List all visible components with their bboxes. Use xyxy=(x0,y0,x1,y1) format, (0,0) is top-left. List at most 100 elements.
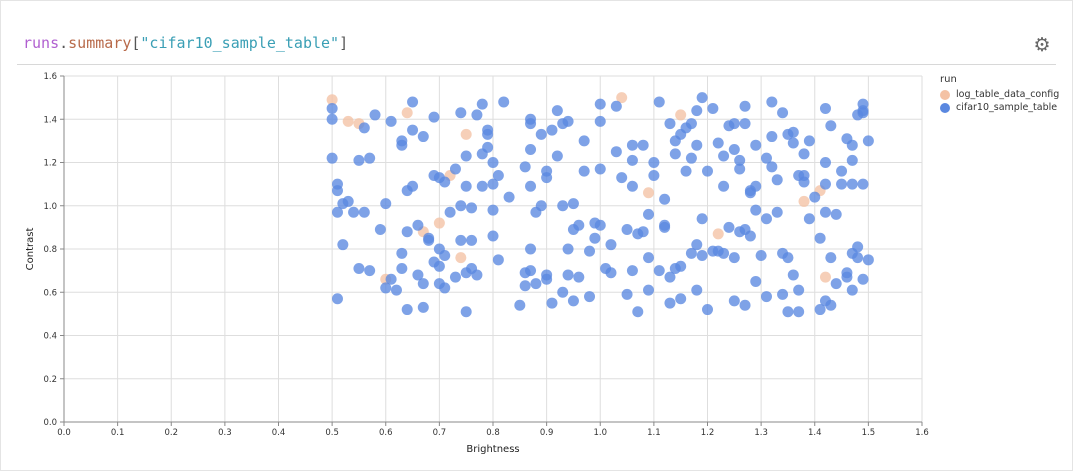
data-point xyxy=(551,105,563,117)
data-point xyxy=(814,304,826,316)
data-point xyxy=(407,180,419,192)
data-point xyxy=(401,226,413,238)
y-tick-label: 0.2 xyxy=(43,375,57,385)
data-point xyxy=(610,100,622,112)
data-point xyxy=(862,254,874,266)
data-point xyxy=(487,157,499,168)
x-tick-label: 1.5 xyxy=(862,428,876,438)
data-point xyxy=(685,152,697,164)
y-axis-label: Contrast xyxy=(25,228,36,271)
data-point xyxy=(744,230,756,242)
data-point xyxy=(793,284,805,296)
y-tick-label: 1.0 xyxy=(43,202,57,212)
data-point xyxy=(380,198,392,210)
data-point xyxy=(643,252,655,264)
data-point xyxy=(691,105,703,117)
data-point xyxy=(777,107,789,119)
data-point xyxy=(819,178,831,190)
data-point xyxy=(390,284,402,296)
data-point xyxy=(584,245,596,257)
y-tick-label: 0.4 xyxy=(43,332,57,342)
data-point xyxy=(385,115,397,127)
data-point xyxy=(562,243,574,255)
legend: run log_table_data_config cifar10_sample… xyxy=(940,74,1059,114)
data-point xyxy=(734,154,746,166)
data-point xyxy=(728,252,740,264)
gear-icon[interactable]: ⚙ xyxy=(1033,34,1051,56)
data-point xyxy=(439,249,451,261)
data-point xyxy=(702,304,713,316)
data-point xyxy=(798,169,810,181)
data-point xyxy=(476,180,488,192)
data-point xyxy=(803,135,815,147)
x-tick-label: 0.3 xyxy=(218,428,232,438)
data-point xyxy=(825,299,837,311)
data-point xyxy=(846,284,858,296)
data-point xyxy=(712,137,724,149)
x-tick-label: 0.7 xyxy=(433,428,447,438)
data-point xyxy=(819,206,831,218)
data-point xyxy=(846,139,858,151)
legend-swatch xyxy=(940,89,950,100)
data-point xyxy=(691,139,703,151)
data-point xyxy=(712,228,724,240)
data-point xyxy=(364,265,376,277)
data-point xyxy=(358,206,370,218)
data-point xyxy=(428,111,440,123)
data-point xyxy=(487,230,499,242)
data-point xyxy=(702,165,713,177)
data-point xyxy=(766,96,778,108)
data-point xyxy=(541,273,553,285)
data-point xyxy=(637,226,649,238)
data-point xyxy=(675,293,687,305)
data-point xyxy=(846,154,858,166)
y-tick-label: 1.2 xyxy=(43,159,57,169)
data-point xyxy=(444,206,456,218)
data-point xyxy=(460,180,472,192)
data-point xyxy=(830,278,842,290)
data-point xyxy=(487,178,499,190)
data-point xyxy=(482,141,494,153)
legend-item-cifar10-sample-table[interactable]: cifar10_sample_table xyxy=(940,101,1059,114)
data-point xyxy=(551,150,563,162)
data-point xyxy=(846,178,858,190)
data-point xyxy=(525,118,537,130)
data-point xyxy=(621,288,633,300)
data-point xyxy=(460,150,472,162)
data-point xyxy=(433,260,445,272)
data-point xyxy=(449,271,461,283)
data-point xyxy=(471,109,483,121)
data-point xyxy=(626,265,638,277)
data-point xyxy=(739,299,751,311)
data-point xyxy=(374,224,386,236)
data-point xyxy=(648,157,660,168)
data-point xyxy=(546,124,558,136)
data-point xyxy=(819,157,831,168)
data-point xyxy=(567,295,579,307)
data-point xyxy=(766,161,778,173)
x-tick-label: 1.0 xyxy=(593,428,607,438)
y-tick-label: 0.0 xyxy=(43,418,57,428)
data-point xyxy=(396,262,408,274)
data-point xyxy=(492,254,504,266)
x-tick-label: 0.2 xyxy=(164,428,178,438)
data-point xyxy=(723,221,735,233)
data-point xyxy=(696,249,708,261)
legend-item-log-table-data-config[interactable]: log_table_data_config xyxy=(940,88,1059,101)
data-point xyxy=(331,206,343,218)
data-point xyxy=(793,306,805,318)
x-tick-label: 0.8 xyxy=(486,428,500,438)
y-tick-label: 1.6 xyxy=(43,72,57,82)
data-point xyxy=(852,241,864,253)
data-point xyxy=(525,265,537,277)
data-point xyxy=(573,271,585,283)
data-point xyxy=(535,128,547,140)
data-point xyxy=(750,139,762,151)
data-point xyxy=(685,247,697,259)
data-point xyxy=(728,144,740,156)
data-point xyxy=(546,297,558,309)
data-point xyxy=(342,195,354,207)
data-point xyxy=(836,165,848,177)
data-point xyxy=(557,286,569,298)
